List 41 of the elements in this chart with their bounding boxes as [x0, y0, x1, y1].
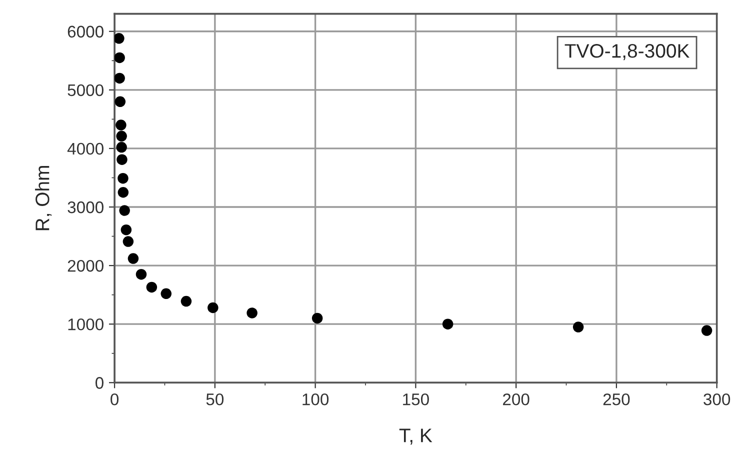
y-tick-label: 2000 — [68, 260, 104, 272]
y-axis-title: R, Ohm — [35, 166, 52, 230]
y-tick-label: 4000 — [67, 142, 104, 155]
point — [114, 72, 125, 84]
point — [146, 282, 158, 293]
point — [119, 205, 130, 216]
point — [572, 322, 584, 332]
point — [160, 288, 172, 300]
point — [442, 318, 454, 330]
x-tick-label: 50 — [206, 393, 224, 406]
point — [208, 302, 218, 314]
point — [114, 33, 124, 44]
point — [128, 253, 139, 264]
y-tick-label: 5000 — [68, 84, 104, 96]
point — [116, 142, 127, 153]
point — [114, 52, 125, 64]
point — [116, 130, 127, 142]
point — [118, 172, 128, 184]
x-tick-label: 150 — [403, 393, 429, 406]
point — [118, 186, 129, 198]
x-tick-label: 0 — [110, 393, 119, 406]
point — [116, 154, 128, 165]
point — [114, 96, 126, 108]
point — [312, 312, 323, 324]
y-tick-label: 6000 — [68, 26, 104, 38]
point — [116, 120, 126, 130]
x-tick-label: 100 — [302, 393, 329, 406]
x-tick-label: 300 — [704, 393, 730, 406]
y-tick-label: 3000 — [68, 201, 104, 214]
point — [122, 236, 134, 247]
point — [180, 296, 192, 307]
x-tick-label: 250 — [603, 393, 630, 406]
x-tick-label: 200 — [503, 393, 530, 406]
point — [701, 325, 712, 336]
point — [136, 268, 147, 280]
y-tick-label: 0 — [96, 377, 104, 389]
point — [120, 224, 132, 236]
y-tick-label: 1000 — [68, 318, 104, 330]
point — [246, 308, 258, 318]
x-axis-title: T, K — [399, 428, 432, 445]
annotation: TVO-1,8-300K — [564, 44, 690, 60]
